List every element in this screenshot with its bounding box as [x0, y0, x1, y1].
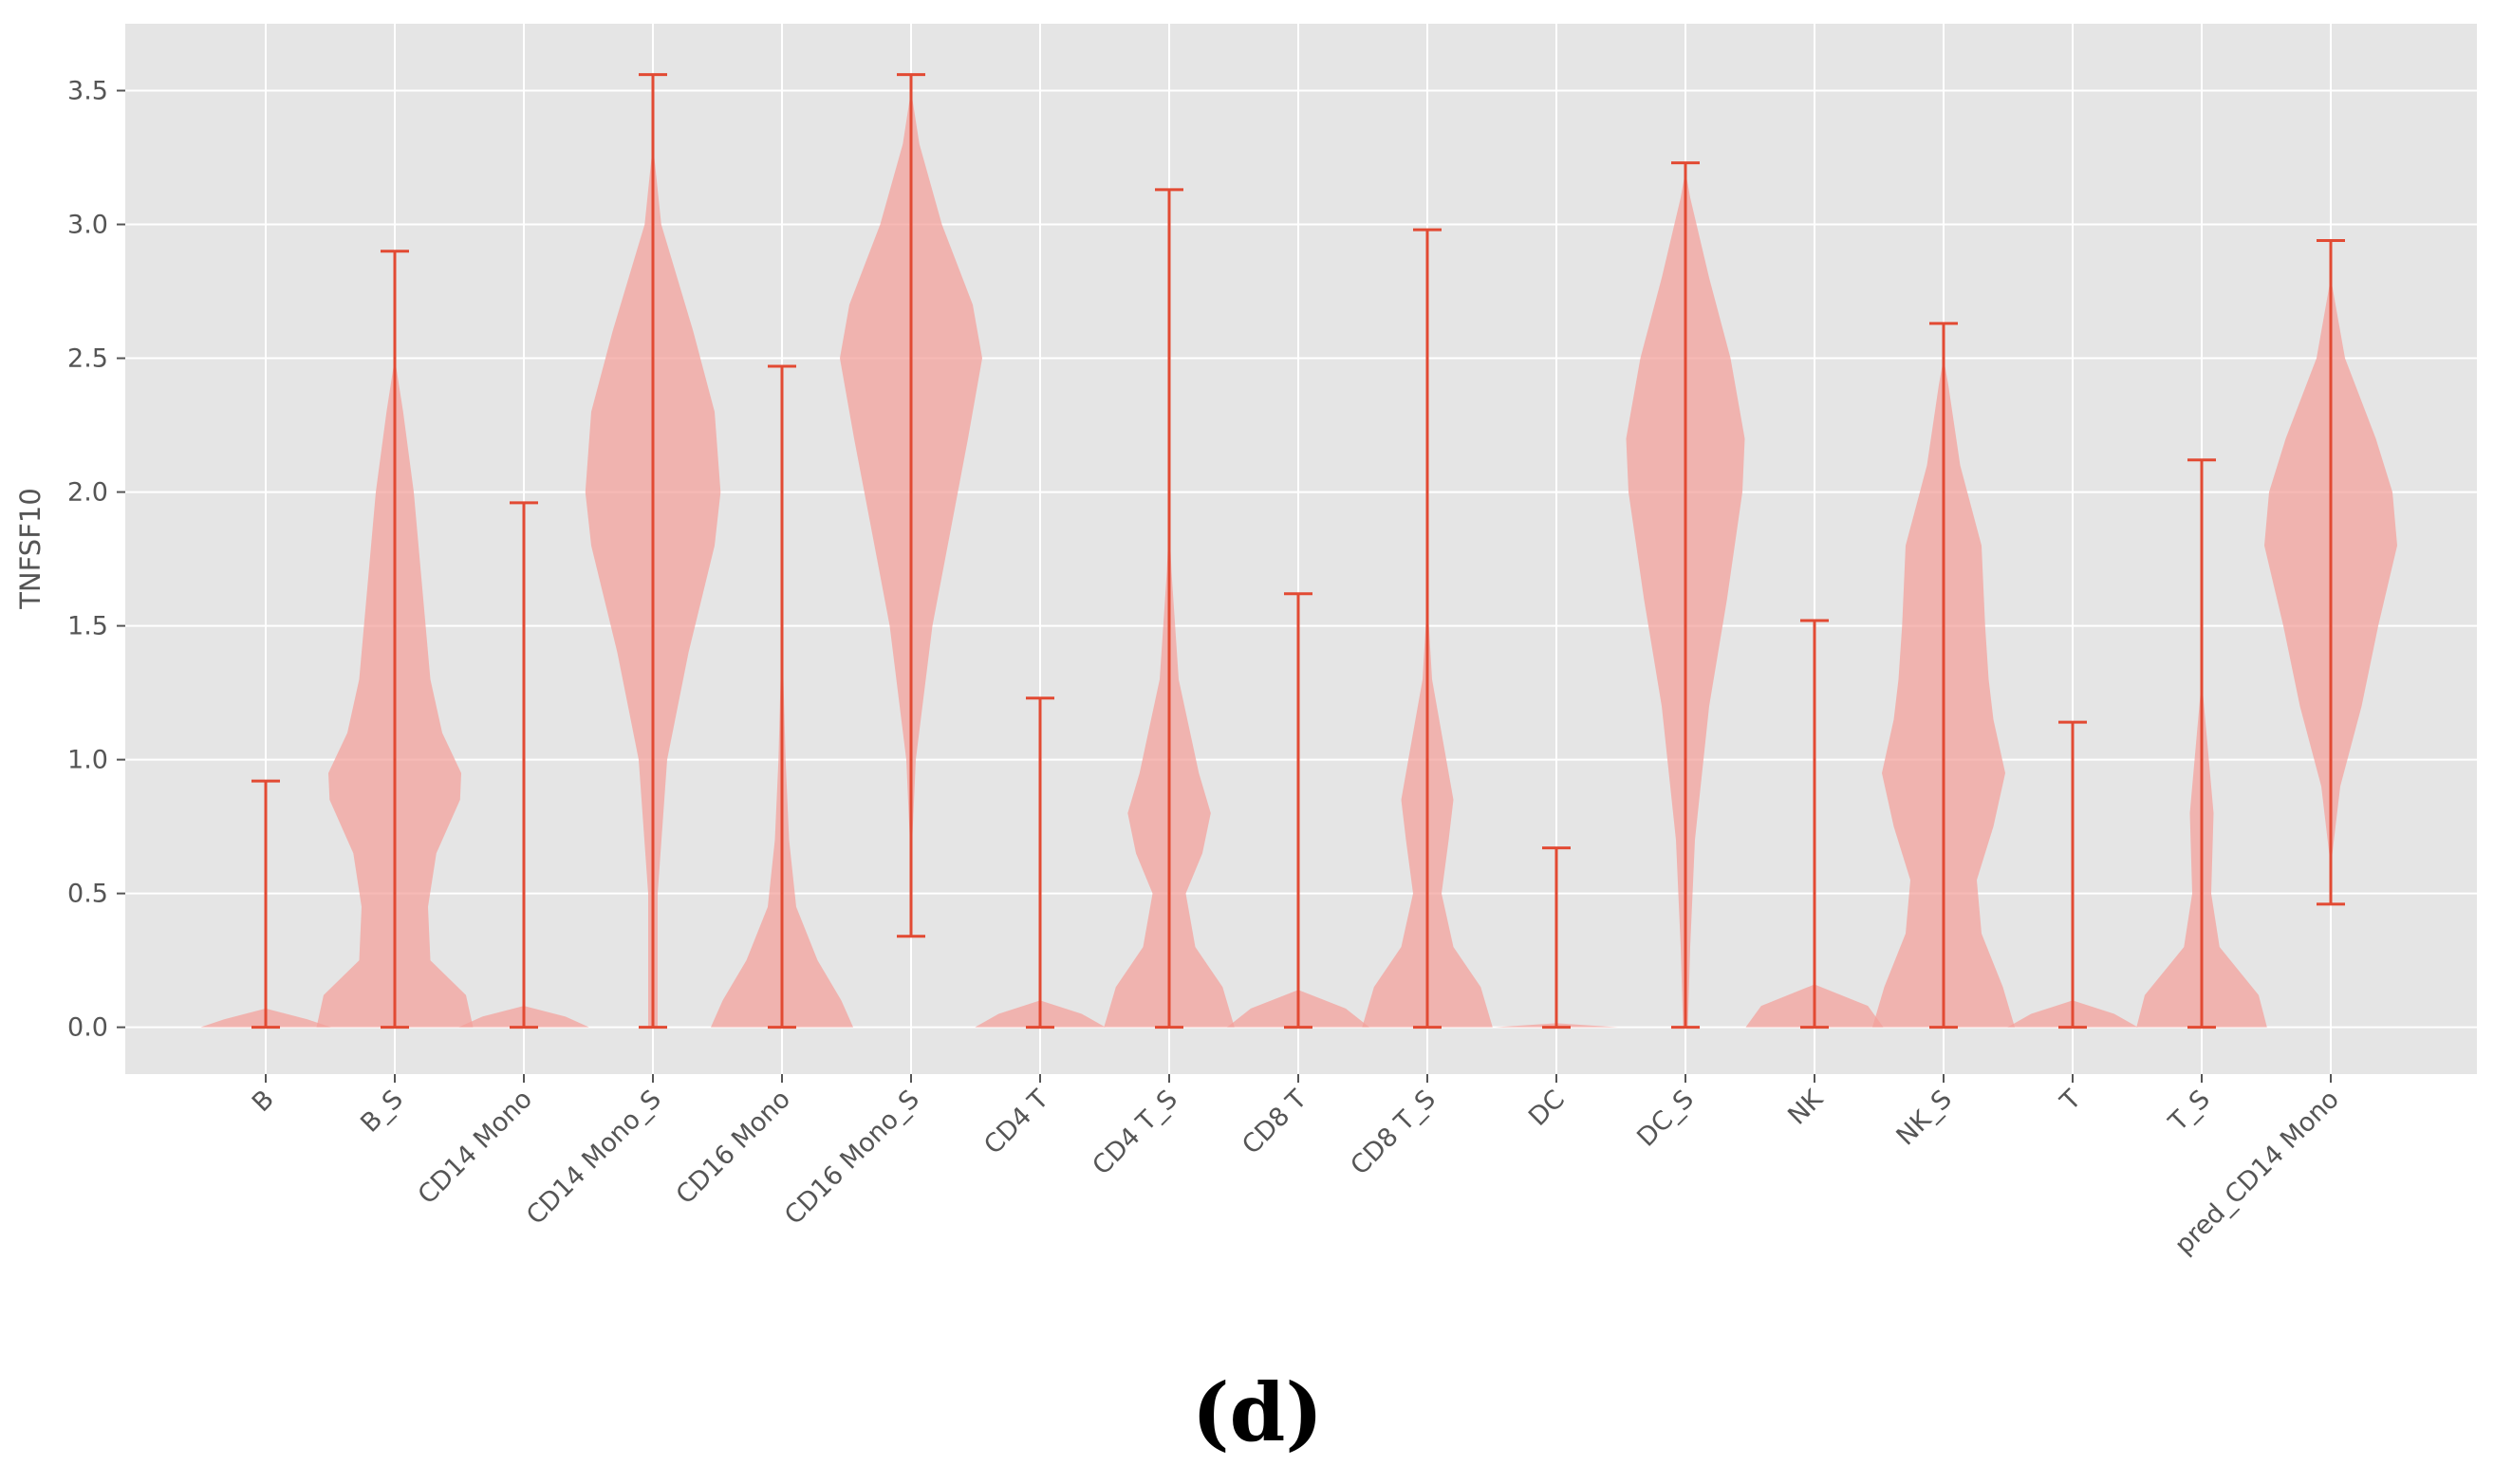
violin-group — [2264, 238, 2397, 906]
x-tick-label: CD4 T_S — [1087, 1085, 1183, 1181]
violin-group — [2136, 458, 2267, 1030]
violin-group — [585, 73, 721, 1030]
violin-group — [840, 73, 982, 938]
x-tick-label: T — [2055, 1085, 2088, 1118]
violin-group — [2007, 720, 2138, 1030]
violin-group — [1872, 322, 2015, 1030]
x-tick-label: CD14 Mono_S — [521, 1085, 667, 1231]
violin-group — [316, 250, 474, 1030]
x-tick-label: DC — [1523, 1085, 1571, 1132]
y-tick-label: 3.5 — [67, 77, 108, 106]
x-tick-label: T_S — [2163, 1085, 2216, 1138]
y-tick-label: 1.0 — [67, 746, 108, 775]
violin-group — [1626, 161, 1745, 1030]
x-tick-label: DC_S — [1631, 1085, 1700, 1153]
violin-group — [711, 364, 853, 1030]
violin-group — [1495, 846, 1618, 1030]
violins — [200, 73, 2397, 1030]
x-tick-label: CD14 Mono — [413, 1085, 538, 1210]
plot-background — [125, 24, 2477, 1074]
x-tick-label: CD16 Mono — [671, 1085, 796, 1210]
violin-group — [1745, 619, 1884, 1030]
y-tick-label: 0.5 — [67, 880, 108, 909]
violin-group — [200, 779, 331, 1030]
y-axis-label: TNFSF10 — [14, 488, 47, 610]
y-tick-label: 0.0 — [67, 1013, 108, 1043]
x-tick-label: CD16 Mono_S — [779, 1085, 925, 1231]
y-tick-label: 3.0 — [67, 211, 108, 240]
violin-group — [1362, 228, 1493, 1030]
x-tick-label: B — [247, 1085, 280, 1118]
x-tick-label: NK_S — [1891, 1085, 1958, 1151]
y-axis-ticks: 0.0 0.5 1.0 1.5 2.0 2.5 3.0 3.5 — [67, 77, 125, 1043]
y-tick-label: 1.5 — [67, 612, 108, 641]
x-tick-label: NK — [1782, 1084, 1830, 1131]
x-tick-label: CD8 T — [1237, 1085, 1312, 1160]
y-tick-label: 2.5 — [67, 344, 108, 374]
x-tick-label: CD4 T — [978, 1085, 1054, 1160]
violin-group — [975, 696, 1106, 1030]
y-tick-label: 2.0 — [67, 478, 108, 508]
violin-group — [1227, 592, 1369, 1030]
figure-caption: (d) — [1192, 1365, 1323, 1459]
x-tick-label: CD8 T_S — [1345, 1085, 1442, 1181]
violin-group — [458, 501, 589, 1030]
violin-group — [1104, 188, 1235, 1030]
x-tick-label: B_S — [355, 1085, 409, 1139]
